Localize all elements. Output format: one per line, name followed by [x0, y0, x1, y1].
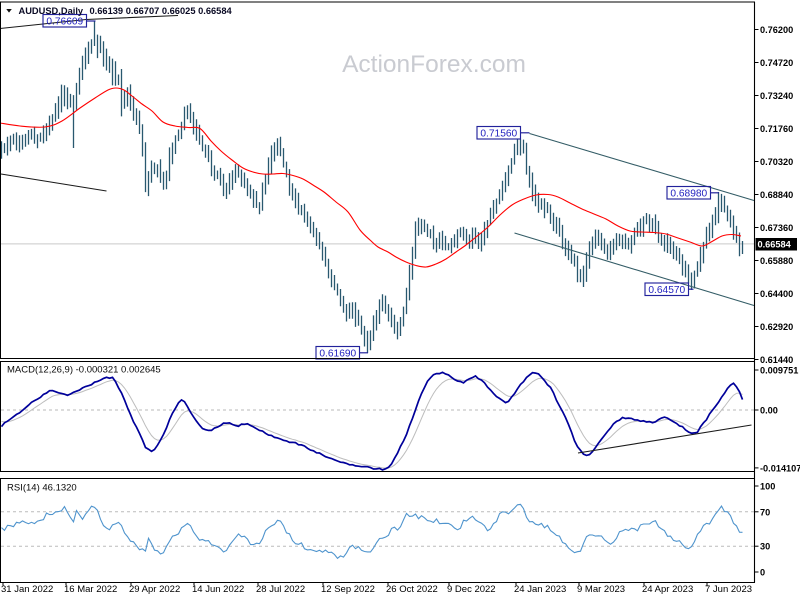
svg-text:0.64570: 0.64570 [648, 285, 685, 296]
svg-text:0.67360: 0.67360 [760, 223, 793, 233]
svg-text:0.73240: 0.73240 [760, 91, 793, 101]
svg-text:-0.014107: -0.014107 [760, 463, 800, 473]
svg-text:12 Sep 2022: 12 Sep 2022 [321, 584, 375, 595]
svg-text:29 Apr 2022: 29 Apr 2022 [129, 584, 180, 595]
svg-text:0.71560: 0.71560 [480, 129, 517, 140]
svg-text:100: 100 [760, 482, 775, 492]
svg-text:16 Mar 2022: 16 Mar 2022 [64, 584, 117, 595]
svg-text:14 Jun 2022: 14 Jun 2022 [192, 584, 244, 595]
svg-text:24 Apr 2023: 24 Apr 2023 [642, 584, 693, 595]
svg-text:0.66139 0.66707 0.66025 0.6658: 0.66139 0.66707 0.66025 0.66584 [90, 6, 233, 16]
svg-text:70: 70 [760, 507, 770, 517]
svg-text:30: 30 [760, 542, 770, 552]
svg-text:26 Oct 2022: 26 Oct 2022 [386, 584, 438, 595]
svg-text:7 Jun 2023: 7 Jun 2023 [705, 584, 752, 595]
svg-text:MACD(12,26,9) -0.000321 0.0026: MACD(12,26,9) -0.000321 0.002645 [7, 365, 161, 376]
svg-text:0.65880: 0.65880 [760, 256, 793, 266]
svg-text:0.61690: 0.61690 [319, 349, 356, 360]
svg-text:RSI(14) 46.1320: RSI(14) 46.1320 [7, 483, 77, 494]
svg-text:0: 0 [760, 568, 765, 578]
svg-text:0.64400: 0.64400 [760, 289, 793, 299]
svg-text:0.68980: 0.68980 [670, 189, 707, 200]
svg-text:0.70320: 0.70320 [760, 157, 793, 167]
svg-text:24 Jan 2023: 24 Jan 2023 [514, 584, 566, 595]
svg-text:0.71760: 0.71760 [760, 124, 793, 134]
svg-text:0.76200: 0.76200 [760, 25, 793, 35]
svg-text:28 Jul 2022: 28 Jul 2022 [256, 584, 305, 595]
svg-text:9 Mar 2023: 9 Mar 2023 [577, 584, 625, 595]
svg-text:0.009751: 0.009751 [760, 366, 798, 376]
svg-text:0.00: 0.00 [760, 406, 778, 416]
svg-text:AUDUSD,Daily: AUDUSD,Daily [19, 6, 84, 16]
svg-text:0.61440: 0.61440 [760, 355, 793, 365]
svg-text:0.66584: 0.66584 [758, 240, 792, 250]
svg-text:0.62920: 0.62920 [760, 322, 793, 332]
svg-text:9 Dec 2022: 9 Dec 2022 [447, 584, 496, 595]
svg-text:0.74720: 0.74720 [760, 58, 793, 68]
svg-text:31 Jan 2022: 31 Jan 2022 [1, 584, 53, 595]
svg-text:0.68840: 0.68840 [760, 190, 793, 200]
svg-text:0.76609: 0.76609 [46, 17, 83, 28]
svg-text:ActionForex.com: ActionForex.com [342, 51, 526, 78]
